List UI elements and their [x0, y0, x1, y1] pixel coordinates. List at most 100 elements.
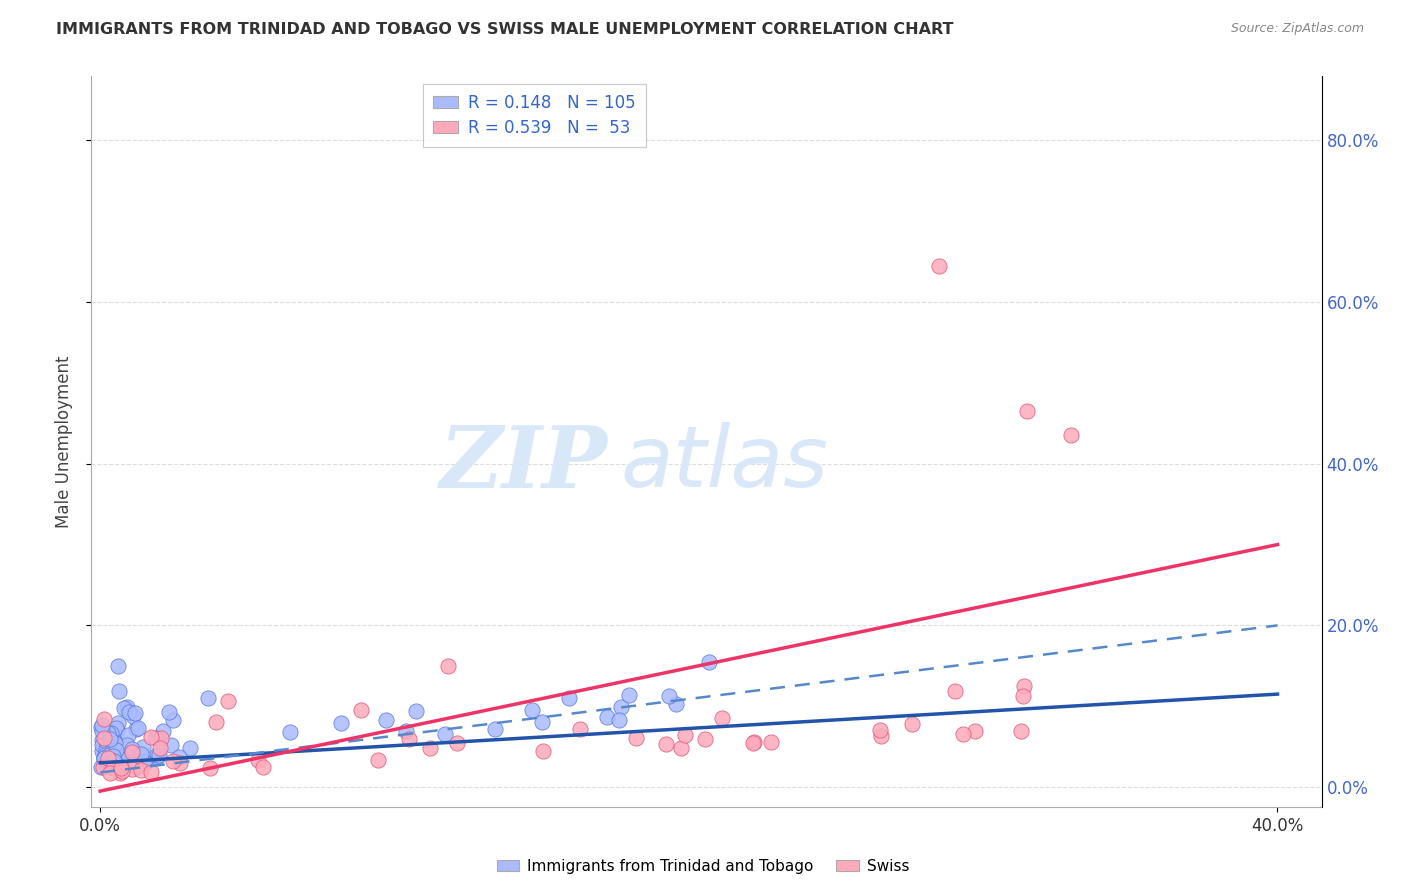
Point: [97, 755, 120, 769]
Point: [108, 766, 131, 780]
Point: [101, 753, 124, 767]
Point: [655, 738, 678, 752]
Point: [105, 723, 128, 737]
Point: [405, 704, 427, 718]
Point: [217, 694, 239, 708]
Point: [152, 723, 174, 738]
Point: [91, 744, 114, 758]
Point: [100, 754, 122, 768]
Point: [90, 718, 112, 732]
Point: [107, 746, 129, 760]
Point: [159, 739, 181, 753]
Point: [96, 727, 118, 741]
Point: [93, 731, 115, 745]
Point: [104, 736, 127, 750]
Point: [112, 700, 135, 714]
Point: [101, 744, 124, 758]
Point: [117, 728, 139, 742]
Point: [94, 748, 117, 763]
Point: [149, 731, 172, 746]
Point: [697, 655, 720, 669]
Point: [711, 711, 734, 725]
Point: [568, 722, 591, 736]
Point: [91, 733, 114, 747]
Point: [104, 756, 127, 770]
Point: [484, 722, 506, 736]
Point: [247, 753, 270, 767]
Point: [103, 730, 125, 744]
Point: [157, 705, 180, 719]
Point: [149, 740, 172, 755]
Point: [943, 684, 966, 698]
Point: [93, 750, 115, 764]
Point: [531, 714, 554, 729]
Point: [132, 755, 155, 769]
Point: [952, 726, 974, 740]
Point: [610, 700, 633, 714]
Point: [121, 754, 143, 768]
Point: [148, 747, 170, 762]
Point: [928, 259, 950, 273]
Point: [124, 753, 146, 767]
Point: [120, 756, 142, 771]
Point: [94, 742, 117, 756]
Point: [134, 756, 156, 770]
Point: [115, 700, 138, 714]
Point: [104, 755, 127, 769]
Point: [100, 757, 122, 772]
Point: [434, 727, 457, 741]
Point: [252, 759, 274, 773]
Point: [98, 756, 121, 770]
Point: [145, 748, 167, 763]
Point: [122, 708, 145, 723]
Point: [139, 764, 162, 779]
Point: [98, 731, 121, 746]
Point: [91, 723, 114, 738]
Point: [398, 732, 420, 747]
Point: [669, 740, 692, 755]
Point: [115, 753, 138, 767]
Point: [869, 729, 891, 743]
Point: [93, 750, 115, 764]
Point: [658, 689, 681, 703]
Text: Source: ZipAtlas.com: Source: ZipAtlas.com: [1230, 22, 1364, 36]
Point: [437, 658, 460, 673]
Legend: Immigrants from Trinidad and Tobago, Swiss: Immigrants from Trinidad and Tobago, Swi…: [491, 853, 915, 880]
Point: [742, 736, 765, 750]
Legend: R = 0.148   N = 105, R = 0.539   N =  53: R = 0.148 N = 105, R = 0.539 N = 53: [423, 84, 645, 147]
Point: [108, 683, 131, 698]
Point: [104, 743, 127, 757]
Point: [111, 764, 134, 778]
Point: [103, 755, 125, 769]
Point: [162, 713, 184, 727]
Point: [531, 744, 554, 758]
Point: [107, 659, 129, 673]
Text: atlas: atlas: [620, 422, 828, 505]
Point: [104, 736, 127, 750]
Point: [419, 740, 441, 755]
Point: [121, 745, 143, 759]
Point: [97, 758, 120, 772]
Point: [278, 725, 301, 739]
Point: [1011, 689, 1033, 703]
Point: [110, 761, 132, 775]
Point: [395, 723, 418, 738]
Point: [98, 766, 121, 780]
Point: [101, 749, 124, 764]
Point: [105, 721, 128, 735]
Point: [118, 705, 141, 719]
Point: [128, 754, 150, 768]
Point: [91, 760, 114, 774]
Y-axis label: Male Unemployment: Male Unemployment: [55, 355, 73, 528]
Point: [619, 689, 641, 703]
Point: [759, 735, 782, 749]
Point: [93, 752, 115, 766]
Point: [1012, 680, 1035, 694]
Point: [107, 716, 129, 731]
Point: [90, 738, 112, 752]
Point: [366, 753, 388, 767]
Point: [742, 735, 765, 749]
Point: [97, 748, 120, 763]
Point: [105, 757, 128, 772]
Point: [125, 760, 148, 774]
